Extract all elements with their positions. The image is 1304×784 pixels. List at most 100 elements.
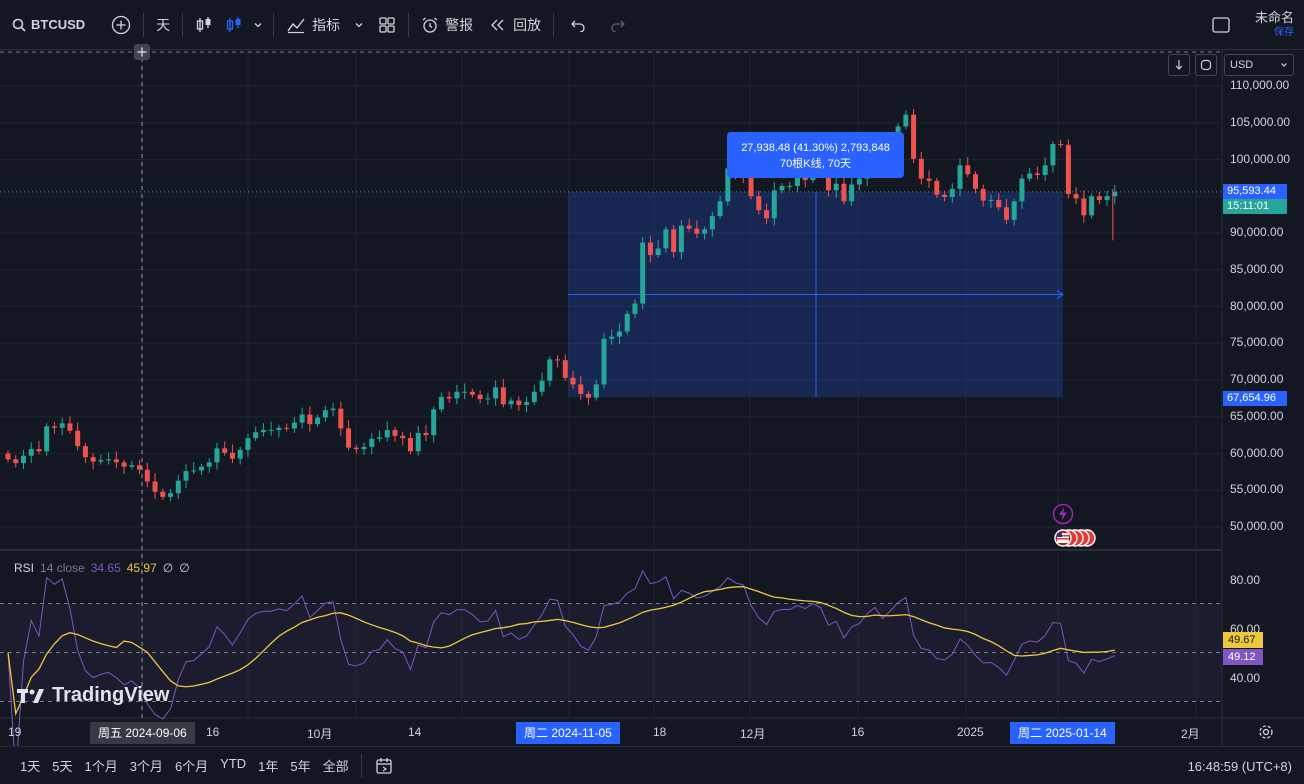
range-6m-button[interactable]: 6个月: [174, 759, 209, 774]
templates-button[interactable]: [370, 8, 404, 42]
scroll-to-latest-button[interactable]: [1168, 54, 1190, 76]
candle-body: [454, 391, 460, 399]
candle-body: [462, 391, 468, 393]
candle-body: [988, 199, 994, 201]
rsi-value: 34.65: [90, 561, 121, 575]
lightning-event-icon[interactable]: [1052, 503, 1074, 530]
measure-tooltip: 27,938.48 (41.30%) 2,793,848 70根K线, 70天: [727, 132, 904, 178]
candle-body: [315, 417, 321, 425]
grid-templates-icon: [379, 16, 395, 33]
rsi-ma-value: 45.97: [126, 561, 157, 575]
candle-body: [586, 393, 591, 398]
candle-body: [477, 394, 483, 400]
lightning-icon: [1052, 503, 1074, 525]
candle-body: [384, 429, 390, 438]
fullscreen-button[interactable]: [1209, 8, 1233, 42]
candle-body: [547, 359, 553, 381]
layout-name-button[interactable]: 未命名 保存: [1255, 10, 1294, 40]
candle-body: [555, 359, 561, 361]
range-3m-button[interactable]: 3个月: [129, 759, 163, 774]
arrow-down-icon: [1175, 60, 1183, 70]
currency-label: USD: [1230, 59, 1254, 71]
rsi-value-tag: 49.12: [1223, 649, 1263, 665]
candle-body: [1073, 194, 1079, 199]
candle-body: [949, 188, 955, 197]
rsi-tick: 80.00: [1230, 573, 1261, 587]
candle-body: [113, 459, 119, 463]
candle-body: [996, 199, 1002, 208]
candle-style-button[interactable]: [221, 8, 247, 42]
watermark-text: TradingView: [52, 684, 170, 706]
candle-body: [833, 183, 839, 191]
candle-body: [431, 409, 437, 436]
candle-body: [609, 336, 615, 339]
replay-button[interactable]: 回放: [481, 8, 549, 42]
symbol-search-button[interactable]: BTCUSD: [0, 8, 93, 42]
undo-button[interactable]: [558, 8, 598, 42]
candle-body: [709, 216, 715, 230]
bar-style-button[interactable]: [187, 8, 221, 42]
goto-date-button[interactable]: [366, 749, 402, 783]
candle-body: [438, 396, 444, 410]
indicators-dropdown[interactable]: [348, 8, 370, 42]
square-layout-icon: [1212, 17, 1230, 33]
candle-body: [168, 493, 174, 497]
candle-body: [794, 177, 800, 186]
top-toolbar: BTCUSD 天 指标 警报 回放: [0, 0, 1304, 50]
candle-body: [191, 470, 197, 472]
candle-body: [1003, 207, 1009, 220]
candle-body: [245, 438, 251, 450]
rsi-ma-line: [7, 586, 1115, 717]
candle-body: [338, 408, 344, 429]
chart-type-dropdown[interactable]: [247, 8, 269, 42]
compare-symbol-button[interactable]: [103, 8, 139, 42]
redo-button[interactable]: [598, 8, 638, 42]
interval-button[interactable]: 天: [148, 8, 178, 42]
alert-button[interactable]: 警报: [413, 8, 481, 42]
range-5d-button[interactable]: 5天: [52, 759, 73, 774]
candle-body: [469, 391, 475, 395]
measure-line-2: 70根K线, 70天: [780, 158, 851, 170]
chart-settings-button[interactable]: [1250, 720, 1282, 744]
price-tick: 90,000.00: [1230, 225, 1284, 239]
rsi-line: [7, 569, 1116, 746]
candle-body: [748, 175, 754, 197]
chart-area[interactable]: USD 110,000.00105,000.00100,000.0095,000…: [0, 44, 1304, 746]
candle-body: [121, 462, 127, 467]
price-tick: 100,000.00: [1230, 151, 1291, 166]
toolbar-separator: [182, 12, 184, 37]
candle-body: [377, 437, 383, 439]
toolbar-separator: [143, 12, 145, 37]
range-low-tag: 67,654.96: [1223, 391, 1287, 406]
candle-body: [771, 190, 777, 219]
candle-body: [415, 432, 421, 452]
range-all-button[interactable]: 全部: [322, 759, 349, 774]
range-1m-button[interactable]: 1个月: [84, 759, 118, 774]
candle-body: [276, 427, 282, 430]
add-drawing-button[interactable]: [133, 44, 151, 60]
candle-body: [694, 228, 700, 234]
range-5y-button[interactable]: 5年: [290, 759, 311, 774]
interval-label: 天: [156, 16, 171, 33]
chart-canvas[interactable]: [0, 50, 1304, 746]
candle-body: [1065, 144, 1071, 195]
rsi-legend[interactable]: RSI 14 close 34.65 45.97 ∅ ∅: [14, 561, 190, 575]
price-tick: 60,000.00: [1230, 445, 1284, 460]
range-1y-button[interactable]: 1年: [258, 759, 279, 774]
gear-icon: [1259, 725, 1273, 739]
candle-body: [1058, 144, 1064, 146]
candle-body: [237, 449, 243, 459]
price-tick: 70,000.00: [1230, 372, 1284, 386]
economic-events-icons[interactable]: [1052, 528, 1098, 553]
time-tick: 12月: [740, 727, 766, 741]
reset-chart-button[interactable]: [1195, 54, 1217, 76]
currency-select[interactable]: USD: [1224, 54, 1294, 76]
indicators-button[interactable]: 指标: [278, 8, 348, 42]
clock[interactable]: 16:48:59 (UTC+8): [1187, 759, 1292, 774]
range-1d-button[interactable]: 1天: [20, 759, 41, 774]
range-ytd-button[interactable]: YTD: [220, 756, 247, 771]
candle-body: [493, 387, 499, 399]
candle-body: [82, 446, 88, 458]
chevron-down-icon: [355, 22, 363, 27]
candle-body: [702, 229, 708, 234]
